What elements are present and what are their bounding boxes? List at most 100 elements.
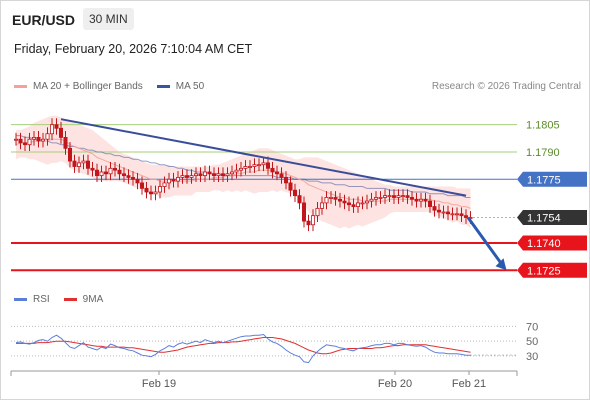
candle (77, 156, 82, 173)
candle (301, 196, 306, 228)
ma20-line (15, 138, 471, 209)
candle-body (54, 124, 59, 129)
candle (256, 158, 261, 172)
candle-body (99, 171, 104, 177)
candle-body (157, 186, 162, 193)
candle (436, 203, 441, 219)
candle-body (171, 178, 176, 182)
candle (315, 202, 320, 223)
candle (450, 207, 455, 221)
candle (234, 163, 239, 179)
candle-body (342, 200, 347, 204)
candle-body (18, 138, 23, 144)
candle (445, 205, 450, 221)
candle (454, 207, 459, 221)
candle (288, 176, 293, 197)
candle (396, 189, 401, 204)
candle-body (436, 209, 441, 213)
level-tag-1.1740 (517, 235, 587, 251)
rsi-ma-legend-label: 9MA (82, 294, 104, 305)
candle-body (193, 173, 198, 177)
level-tag-1.1725 (517, 262, 587, 278)
candle-body (198, 173, 203, 177)
candle-body (369, 198, 374, 202)
candle-body (265, 162, 270, 169)
candle-body (315, 207, 320, 217)
candle-body (166, 178, 171, 184)
rsi-tick-label: 50 (526, 336, 538, 348)
level-value-1.1805: 1.1805 (526, 120, 560, 132)
candle-body (27, 138, 32, 146)
level-value-1.1725: 1.1725 (527, 265, 561, 277)
candle-body (13, 138, 18, 141)
candle-body (328, 197, 333, 199)
candle (36, 131, 41, 148)
candle-body (400, 195, 405, 198)
candle-body (270, 167, 275, 173)
candle-body (301, 202, 306, 222)
candle (27, 132, 32, 152)
candle (279, 167, 284, 184)
candle-body (153, 191, 158, 195)
ma50-line (16, 135, 471, 198)
candle-body (333, 197, 338, 200)
projection-arrow-shaft (466, 216, 504, 267)
rsi-ma-line (16, 337, 471, 355)
rsi-ma-legend-swatch (63, 298, 77, 301)
candle-body (220, 173, 225, 177)
level-label-1.1754: 1.1754 (517, 209, 587, 225)
datetime-label: Friday, February 20, 2026 7:10:04 AM CET (14, 42, 253, 56)
candle-body (292, 189, 297, 197)
candle (86, 154, 91, 175)
candle-body (31, 136, 36, 140)
candle (90, 161, 95, 177)
x-tick-label: Feb 20 (378, 378, 412, 390)
candle-body (189, 175, 194, 178)
candle-body (45, 133, 50, 140)
candle-body (77, 162, 82, 167)
candle (13, 132, 18, 146)
candle (41, 132, 46, 148)
candle (369, 192, 374, 208)
candle-body (450, 213, 455, 216)
candle-body (81, 160, 86, 164)
candle (459, 207, 464, 223)
candle (153, 185, 158, 201)
symbol-title: EUR/USD (12, 12, 76, 28)
candle-body (274, 171, 279, 175)
candle (229, 165, 234, 181)
timeframe-badge[interactable]: 30 MIN (83, 8, 134, 30)
candle-body (396, 195, 401, 198)
candle-body (256, 164, 261, 167)
candle (63, 131, 68, 155)
candle (252, 158, 257, 173)
ma20-legend-label: MA 20 + Bollinger Bands (33, 81, 143, 92)
main-legend: MA 20 + Bollinger Bands MA 50 (14, 81, 204, 92)
x-tick-label: Feb 19 (142, 378, 176, 390)
candle-body (68, 147, 73, 162)
candle-body (261, 162, 266, 166)
candle (373, 191, 378, 206)
candle (126, 169, 131, 184)
projection-arrow-head (495, 258, 507, 271)
candle-body (72, 160, 77, 167)
candle-body (382, 195, 387, 198)
candle (166, 172, 171, 190)
candle-body (351, 204, 356, 207)
candle (148, 185, 153, 201)
candle (122, 167, 127, 182)
candle (59, 121, 64, 144)
candle-body (373, 197, 378, 200)
candle (225, 167, 230, 182)
level-value-1.1754: 1.1754 (527, 212, 561, 224)
candle-body (216, 173, 221, 177)
candle-body (225, 173, 230, 177)
candle-body (405, 195, 410, 198)
rsi-legend-swatch (14, 298, 27, 301)
candle-body (22, 142, 27, 146)
candle-body (445, 211, 450, 215)
candle-body (252, 164, 257, 167)
candle (247, 160, 252, 173)
